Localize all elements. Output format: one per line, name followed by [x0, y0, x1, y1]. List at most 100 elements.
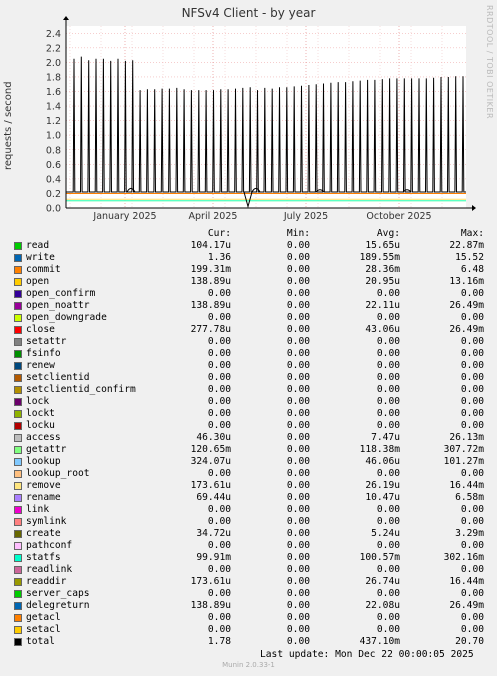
- legend-cur: 34.72u: [196, 528, 231, 539]
- legend-max: 101.27m: [443, 456, 484, 467]
- legend-swatch: [14, 566, 22, 574]
- y-tick-label: 0.8: [46, 145, 61, 156]
- legend-swatch: [14, 266, 22, 274]
- legend-cur: 173.61u: [190, 480, 231, 491]
- y-tick-label: 1.2: [46, 116, 61, 127]
- legend-cur: 0.00: [207, 372, 231, 383]
- legend-min: 0.00: [286, 600, 310, 611]
- legend-rows: read 104.17u 0.00 15.65u 22.87m write 1.36 0.00…: [0, 240, 497, 648]
- legend-cur: 0.00: [207, 348, 231, 359]
- legend-avg: 0.00: [376, 504, 400, 515]
- legend-min: 0.00: [286, 300, 310, 311]
- legend-cur: 1.78: [207, 636, 231, 647]
- legend-min: 0.00: [286, 276, 310, 287]
- legend-name: setclientid_confirm: [26, 384, 136, 395]
- legend-min: 0.00: [286, 468, 310, 479]
- legend-cur: 0.00: [207, 540, 231, 551]
- legend-avg: 0.00: [376, 336, 400, 347]
- legend-cur: 138.89u: [190, 300, 231, 311]
- legend-header-avg: Avg:: [376, 228, 400, 239]
- legend-avg: 0.00: [376, 564, 400, 575]
- legend-cur: 0.00: [207, 468, 231, 479]
- legend-avg: 43.06u: [365, 324, 400, 335]
- legend-name: commit: [26, 264, 61, 275]
- legend-avg: 0.00: [376, 348, 400, 359]
- legend-avg: 0.00: [376, 384, 400, 395]
- legend-cur: 173.61u: [190, 576, 231, 587]
- y-tick-label: 1.4: [46, 102, 61, 113]
- legend-row-setclientid_confirm: setclientid_confirm 0.00 0.00 0.00 0.00: [0, 384, 497, 396]
- legend-name: renew: [26, 360, 55, 371]
- legend-row-commit: commit 199.31m 0.00 28.36m 6.48: [0, 264, 497, 276]
- legend-name: read: [26, 240, 50, 251]
- legend-swatch: [14, 506, 22, 514]
- legend-name: link: [26, 504, 50, 515]
- legend-name: setacl: [26, 624, 61, 635]
- legend-max: 0.00: [460, 360, 484, 371]
- legend-row-open: open 138.89u 0.00 20.95u 13.16m: [0, 276, 497, 288]
- legend-swatch: [14, 542, 22, 550]
- legend-max: 0.00: [460, 564, 484, 575]
- legend-swatch: [14, 386, 22, 394]
- legend-min: 0.00: [286, 384, 310, 395]
- y-tick-label: 0.0: [46, 204, 61, 215]
- legend-header-max: Max:: [460, 228, 484, 239]
- y-tick-label: 0.6: [46, 160, 61, 171]
- legend-min: 0.00: [286, 240, 310, 251]
- y-tick-label: 0.4: [46, 174, 61, 185]
- legend-name: close: [26, 324, 55, 335]
- legend-swatch: [14, 242, 22, 250]
- legend-max: 13.16m: [449, 276, 484, 287]
- legend-avg: 0.00: [376, 420, 400, 431]
- legend-swatch: [14, 314, 22, 322]
- legend-min: 0.00: [286, 372, 310, 383]
- legend-cur: 120.65m: [190, 444, 231, 455]
- legend-name: readlink: [26, 564, 73, 575]
- legend-avg: 22.08u: [365, 600, 400, 611]
- legend-name: rename: [26, 492, 61, 503]
- legend-cur: 0.00: [207, 420, 231, 431]
- legend-name: statfs: [26, 552, 61, 563]
- legend-row-open_noattr: open_noattr 138.89u 0.00 22.11u 26.49m: [0, 300, 497, 312]
- legend-min: 0.00: [286, 516, 310, 527]
- legend-cur: 0.00: [207, 360, 231, 371]
- legend-header-cur: Cur:: [207, 228, 231, 239]
- legend-avg: 46.06u: [365, 456, 400, 467]
- legend-name: server_caps: [26, 588, 90, 599]
- legend-min: 0.00: [286, 528, 310, 539]
- legend-name: create: [26, 528, 61, 539]
- legend-min: 0.00: [286, 564, 310, 575]
- legend-row-read: read 104.17u 0.00 15.65u 22.87m: [0, 240, 497, 252]
- legend-max: 26.13m: [449, 432, 484, 443]
- legend-row-remove: remove 173.61u 0.00 26.19u 16.44m: [0, 480, 497, 492]
- legend-header-row: Cur: Min: Avg: Max:: [0, 228, 497, 240]
- series-bump-total: [315, 189, 325, 193]
- legend-avg: 10.47u: [365, 492, 400, 503]
- y-tick-label: 2.0: [46, 58, 61, 69]
- legend-avg: 26.74u: [365, 576, 400, 587]
- legend-max: 0.00: [460, 588, 484, 599]
- legend-name: pathconf: [26, 540, 73, 551]
- y-tick-label: 1.0: [46, 131, 61, 142]
- legend-cur: 138.89u: [190, 600, 231, 611]
- x-tick-label: October 2025: [366, 211, 431, 222]
- legend-header-min: Min:: [286, 228, 310, 239]
- legend-name: remove: [26, 480, 61, 491]
- legend-name: locku: [26, 420, 55, 431]
- x-axis-arrow: [472, 205, 476, 211]
- legend-max: 0.00: [460, 504, 484, 515]
- legend-max: 6.58m: [455, 492, 484, 503]
- series-bump-total: [126, 187, 136, 193]
- legend-table: Cur: Min: Avg: Max: read 104.17u 0.00 15.65…: [0, 228, 497, 648]
- legend-swatch: [14, 578, 22, 586]
- legend-swatch: [14, 434, 22, 442]
- legend-swatch: [14, 398, 22, 406]
- legend-row-setattr: setattr 0.00 0.00 0.00 0.00: [0, 336, 497, 348]
- legend-row-lookup_root: lookup_root 0.00 0.00 0.00 0.00: [0, 468, 497, 480]
- legend-max: 0.00: [460, 624, 484, 635]
- series-bump-total: [251, 187, 261, 193]
- legend-row-total: total 1.78 0.00 437.10m 20.70: [0, 636, 497, 648]
- y-tick-label: 1.8: [46, 72, 61, 83]
- x-tick-label: April 2025: [189, 211, 238, 222]
- legend-row-setclientid: setclientid 0.00 0.00 0.00 0.00: [0, 372, 497, 384]
